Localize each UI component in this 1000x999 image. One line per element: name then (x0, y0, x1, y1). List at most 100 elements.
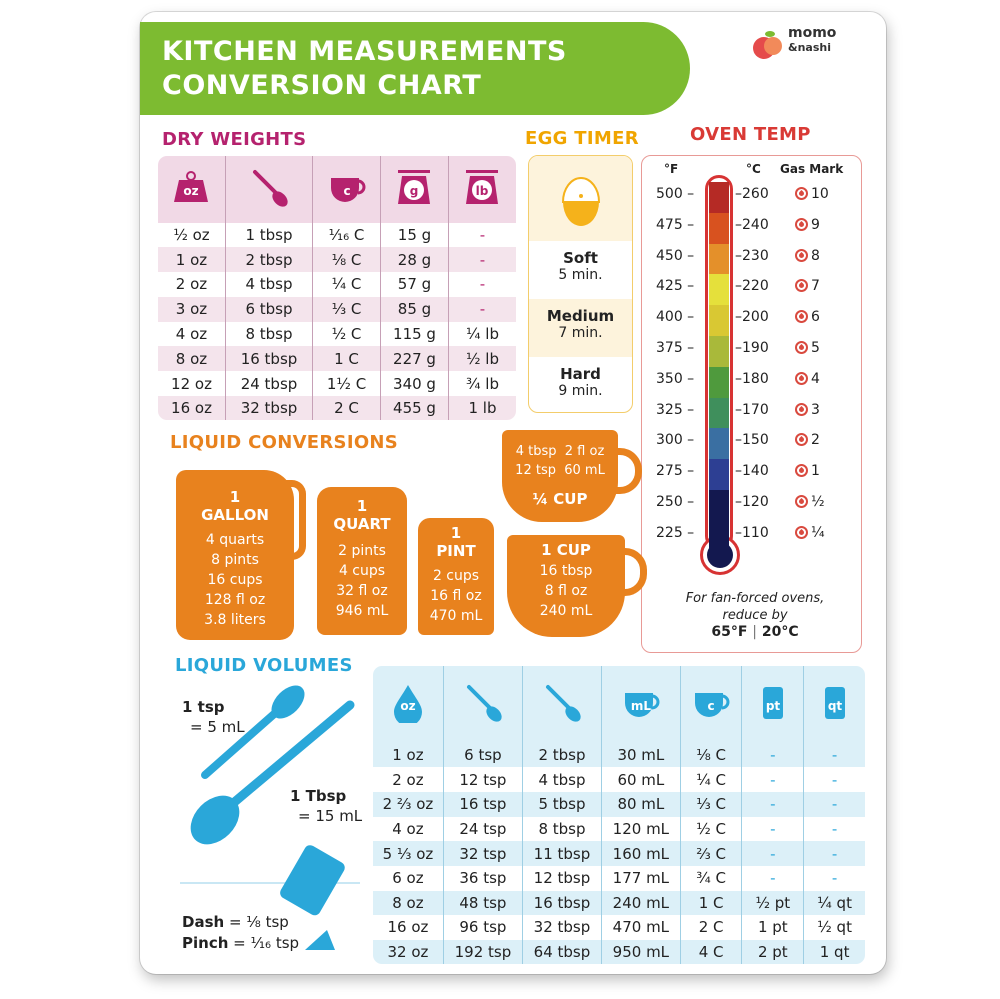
tablespoon-icon (545, 685, 581, 723)
header-icon-label: mL (631, 699, 652, 713)
celsius-value: –200 (735, 309, 769, 326)
mug-icon: mL (624, 693, 660, 718)
tsp-note: 1 tsp = 5 mL (182, 697, 245, 737)
header-cell: mL (601, 666, 681, 743)
cup-icon: c (695, 693, 730, 718)
brand-logo: momo &nashi (750, 20, 880, 70)
flame-icon (795, 402, 808, 416)
gas-mark-label: Gas Mark (780, 162, 844, 176)
gas-mark-text: 10 (811, 186, 829, 202)
celsius-value: –240 (735, 216, 769, 233)
table-cell: 1 lb (447, 396, 516, 421)
thermometer-segment (709, 243, 729, 275)
flame-icon (795, 371, 808, 385)
flame-icon (795, 464, 808, 478)
fahrenheit-value: 250 – (656, 494, 695, 510)
table-cell: - (741, 742, 804, 768)
fahrenheit-value: 475 – (656, 216, 695, 233)
quart-line: 946 mL (335, 603, 389, 619)
table-cell: 28 g (380, 247, 449, 273)
gas-mark-value: 8 (795, 248, 820, 264)
table-cell: 2 tbsp (521, 742, 602, 768)
table-cell: 85 g (380, 296, 449, 322)
table-cell: - (741, 841, 804, 866)
pinch-value: = ¹⁄₁₆ tsp (233, 934, 300, 952)
stage-time: 7 min. (558, 325, 603, 341)
celsius-value: –190 (735, 340, 769, 356)
fahrenheit-text: 425 (656, 278, 683, 295)
table-cell: 32 tbsp (224, 396, 313, 421)
cup-line: 16 tbsp (539, 563, 593, 579)
fan-forced-note: For fan-forced ovens, reduce by 65°F | 2… (660, 590, 850, 641)
quarter-cup-line: 2 fl oz (564, 444, 605, 459)
tbsp-note: 1 Tbsp = 15 mL (290, 786, 362, 826)
table-cell: 120 mL (601, 816, 681, 842)
celsius-value: –140 (735, 463, 769, 480)
egg-stage-medium: Medium 7 min. (529, 299, 632, 357)
table-cell: ⅓ C (312, 296, 381, 322)
table-cell: ½ lb (447, 346, 516, 372)
fahrenheit-text: 500 (656, 186, 683, 202)
table-cell: 5 tbsp (521, 792, 602, 817)
table-cell: - (447, 247, 516, 273)
table-cell: 8 tbsp (521, 816, 602, 842)
fahrenheit-value: 500 – (656, 186, 695, 202)
thermometer-segment (709, 182, 729, 213)
thermometer-segment (709, 212, 729, 244)
dry-weights-heading: DRY WEIGHTS (162, 129, 307, 150)
cup-handle (617, 548, 647, 596)
celsius-value: –110 (735, 524, 769, 541)
gas-mark-text: 6 (811, 309, 820, 326)
tsp-value: = 5 mL (190, 718, 245, 736)
gas-mark-value: 10 (795, 186, 829, 202)
stage-name: Hard (560, 365, 601, 383)
table-cell: 177 mL (601, 865, 681, 891)
table-cell: 24 tsp (442, 816, 523, 842)
quarter-cup-line: 12 tsp (515, 463, 556, 478)
header-cell: oz (158, 156, 226, 223)
table-cell: 1½ C (312, 371, 381, 397)
gallon-line: 8 pints (211, 552, 259, 568)
table-cell: 5 ⅓ oz (373, 841, 444, 866)
liquid-volumes-table: oz mL c pt qt 1 oz 6 tsp 2 tbsp 30 mL ⅛ C--2 oz 12… (372, 665, 866, 965)
gas-mark-value: 6 (795, 309, 820, 325)
table-cell: ¼ C (312, 272, 381, 297)
table-cell: - (741, 792, 804, 817)
header-cell (442, 666, 523, 743)
table-cell: - (803, 767, 865, 793)
table-cell: ¾ C (679, 865, 742, 891)
cup-unit: 1 CUP (541, 541, 591, 559)
oven-temp-heading: OVEN TEMP (690, 124, 811, 145)
table-cell: - (803, 742, 865, 768)
celsius-text: 110 (742, 524, 769, 541)
gallon-unit: GALLON (201, 506, 269, 524)
celsius-value: –170 (735, 401, 769, 418)
gas-mark-text: 1 (811, 463, 820, 480)
table-cell: 57 g (380, 272, 449, 297)
header-cell: c (312, 156, 381, 223)
pinch-label: Pinch (182, 934, 229, 952)
table-cell: - (447, 272, 516, 297)
table-cell: - (741, 865, 804, 891)
table-cell: 2 C (679, 915, 742, 940)
header-icon-label: c (708, 699, 715, 713)
table-cell: ½ C (312, 321, 381, 347)
celsius-text: 230 (742, 247, 769, 264)
gallon-amount: 1 (229, 488, 241, 506)
title-banner: KITCHEN MEASUREMENTS CONVERSION CHART (140, 22, 690, 115)
table-cell: 1 C (312, 346, 381, 372)
table-cell: ½ C (679, 816, 742, 842)
table-cell: 2 ⅔ oz (373, 792, 444, 817)
tbsp-value: = 15 mL (298, 807, 363, 825)
table-cell: 6 tbsp (224, 296, 313, 322)
flame-icon (795, 525, 808, 539)
celsius-text: 240 (742, 216, 769, 233)
gallon-jug: 1 GALLON 4 quarts 8 pints 16 cups 128 fl oz 3… (176, 470, 294, 640)
table-cell: 12 tsp (442, 767, 523, 793)
logo-text-1: momo (788, 25, 837, 41)
table-row: 5 ⅓ oz 32 tsp 11 tbsp 160 mL ⅔ C-- (373, 841, 865, 866)
table-cell: 36 tsp (442, 865, 523, 891)
tsp-label: 1 tsp (182, 698, 225, 716)
